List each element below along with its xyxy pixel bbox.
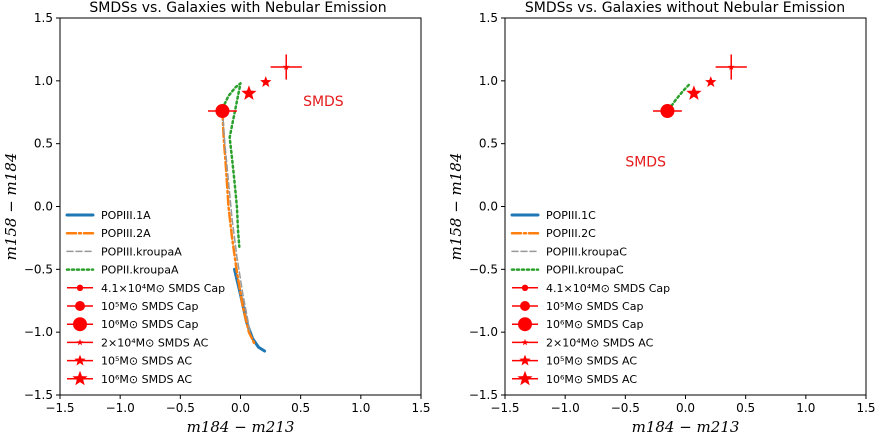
legend-marker-circle	[521, 284, 529, 291]
data-point-star	[705, 76, 717, 87]
y-tick-label: 1.5	[34, 11, 53, 25]
y-tick-label: −1.5	[24, 388, 53, 402]
x-tick-label: −1.0	[106, 401, 135, 415]
y-tick-label: −1.0	[24, 325, 53, 339]
right-chart-title: SMDSs vs. Galaxies without Nebular Emiss…	[525, 0, 845, 16]
series-line-popii-kroupac	[667, 83, 691, 111]
left-chart-title: SMDSs vs. Galaxies with Nebular Emission	[89, 0, 386, 16]
y-tick-label: 0.5	[479, 137, 498, 151]
legend-entry-label: 10⁵M⊙ SMDS AC	[546, 355, 637, 368]
y-tick-label: 0.0	[34, 200, 53, 214]
legend-marker-circle	[518, 317, 532, 332]
legend-entry-label: 10⁵M⊙ SMDS Cap	[546, 300, 643, 313]
legend-marker-star	[72, 370, 88, 386]
series-line-popiii-2a	[221, 109, 257, 346]
data-point-circle	[219, 107, 226, 115]
data-point-star	[241, 85, 257, 100]
legend-entry-label: 4.1×10⁴M⊙ SMDS Cap	[101, 282, 225, 295]
x-tick-label: 1.5	[411, 401, 430, 415]
x-tick-label: 1.5	[856, 401, 875, 415]
x-tick-label: 0.0	[231, 401, 250, 415]
smds-annotation: SMDS	[303, 94, 344, 110]
x-tick-label: 0.0	[676, 401, 695, 415]
legend-entry-label: 4.1×10⁴M⊙ SMDS Cap	[546, 282, 670, 295]
legend-entry-label: POPII.kroupaA	[101, 264, 179, 277]
legend-marker-circle	[520, 301, 530, 311]
legend-marker-star	[519, 354, 531, 366]
y-tick-label: 1.0	[34, 74, 53, 88]
legend-entry-label: POPIII.kroupaC	[546, 245, 627, 258]
legend-entry-label: 10⁶M⊙ SMDS AC	[101, 373, 192, 386]
legend-entry-label: POPIII.1C	[546, 209, 596, 222]
data-point-star	[686, 85, 702, 100]
smds-annotation: SMDS	[625, 154, 666, 170]
y-tick-label: 0.5	[34, 137, 53, 151]
legend-entry-label: POPIII.2C	[546, 227, 596, 240]
y-tick-label: −0.5	[469, 262, 498, 276]
legend-entry-label: POPIII.1A	[101, 209, 151, 222]
y-tick-label: 0.0	[479, 200, 498, 214]
legend-marker-star	[74, 354, 86, 366]
y-axis-label: m158 − m184	[447, 153, 465, 261]
data-point-star	[282, 63, 290, 70]
left-panel: SMDSs vs. Galaxies with Nebular Emission…	[2, 0, 431, 436]
right-panel: SMDSs vs. Galaxies without Nebular Emiss…	[447, 0, 876, 436]
legend-entry-label: 10⁶M⊙ SMDS AC	[546, 373, 637, 386]
x-axis-label: m184 − m213	[632, 418, 740, 436]
y-tick-label: −1.0	[469, 325, 498, 339]
legend-entry-label: 2×10⁴M⊙ SMDS AC	[101, 336, 209, 349]
x-tick-label: 0.5	[291, 401, 310, 415]
legend-entry-label: POPIII.2A	[101, 227, 151, 240]
x-axis-label: m184 − m213	[187, 418, 295, 436]
data-point-circle	[664, 107, 671, 115]
legend-entry-label: POPIII.kroupaA	[101, 245, 182, 258]
legend-marker-circle	[75, 301, 85, 311]
legend-entry-label: 10⁶M⊙ SMDS Cap	[101, 318, 198, 331]
series-line-popiii-kroupaa	[221, 110, 251, 333]
legend-marker-star	[521, 338, 529, 346]
data-point-star	[260, 76, 272, 87]
x-tick-label: −1.5	[490, 401, 519, 415]
legend-marker-star	[517, 370, 533, 386]
legend-marker-star	[76, 338, 84, 346]
legend-entry-label: POPII.kroupaC	[546, 264, 624, 277]
y-tick-label: 1.5	[479, 11, 498, 25]
y-axis-label: m158 − m184	[2, 153, 20, 261]
legend-entry-label: 2×10⁴M⊙ SMDS AC	[546, 336, 654, 349]
x-tick-label: 1.0	[351, 401, 370, 415]
series-line-popii-kroupaa	[221, 82, 242, 248]
y-tick-label: −0.5	[24, 262, 53, 276]
legend-entry-label: 10⁶M⊙ SMDS Cap	[546, 318, 643, 331]
y-tick-label: −1.5	[469, 388, 498, 402]
x-tick-label: 1.0	[796, 401, 815, 415]
x-tick-label: 0.5	[736, 401, 755, 415]
x-tick-label: −1.0	[551, 401, 580, 415]
data-point-star	[727, 63, 735, 70]
legend-marker-circle	[73, 317, 87, 332]
legend-entry-label: 10⁵M⊙ SMDS Cap	[101, 300, 198, 313]
y-tick-label: 1.0	[479, 74, 498, 88]
x-tick-label: −1.5	[45, 401, 74, 415]
legend-marker-circle	[76, 284, 84, 291]
x-tick-label: −0.5	[166, 401, 195, 415]
x-tick-label: −0.5	[611, 401, 640, 415]
legend-entry-label: 10⁵M⊙ SMDS AC	[101, 355, 192, 368]
